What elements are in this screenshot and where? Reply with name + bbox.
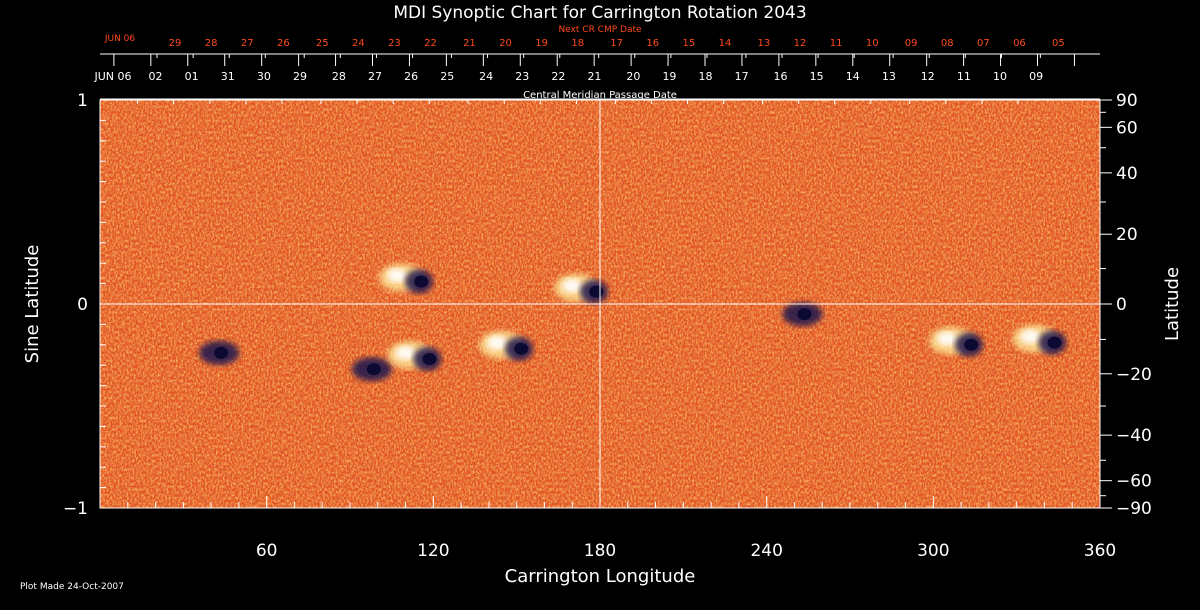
next-cmp-date-label: 12: [794, 38, 807, 49]
y-right-tick-label: −60: [1116, 472, 1152, 492]
next-cmp-date-label: 19: [535, 38, 548, 49]
next-cmp-date-label: 22: [424, 38, 437, 49]
x-tick-label: 120: [417, 541, 449, 561]
y-right-tick-label: −90: [1116, 499, 1152, 519]
active-region: [199, 340, 240, 365]
cmp-date-label: 11: [957, 70, 971, 83]
cmp-date-label: 09: [1029, 70, 1043, 83]
y-right-tick-label: 60: [1116, 118, 1138, 138]
next-cmp-start-label: JUN 06: [104, 34, 136, 44]
next-cmp-date-label: 06: [1013, 38, 1026, 49]
active-region: [1012, 324, 1067, 355]
cmp-date-label: 18: [699, 70, 713, 83]
cmp-start-label: JUN 06: [93, 70, 131, 83]
x-tick-label: 360: [1084, 541, 1116, 561]
next-cmp-date-label: 17: [610, 38, 623, 49]
cmp-date-label: 20: [626, 70, 640, 83]
next-cmp-date-label: 20: [499, 38, 512, 49]
next-cmp-date-label: 25: [316, 38, 329, 49]
cmp-date-label: 21: [587, 70, 601, 83]
y-right-tick-label: 20: [1116, 225, 1138, 245]
y-left-tick-label: 1: [77, 91, 88, 111]
next-cmp-date-label: 11: [830, 38, 843, 49]
next-cmp-date-label: 13: [758, 38, 771, 49]
y-right-tick-label: −20: [1116, 365, 1152, 385]
cmp-date-label: 30: [257, 70, 271, 83]
next-cmp-date-label: 15: [683, 38, 696, 49]
cmp-date-label: 13: [882, 70, 896, 83]
y-left-tick-label: 0: [77, 295, 88, 315]
cmp-date-label: 25: [440, 70, 454, 83]
y-left-tick-label: −1: [63, 499, 88, 519]
cmp-date-label: 02: [149, 70, 163, 83]
cmp-date-label: 19: [662, 70, 676, 83]
cmp-date-label: 16: [774, 70, 788, 83]
cmp-axis-label: Central Meridian Passage Date: [523, 90, 677, 101]
cmp-date-label: 29: [293, 70, 307, 83]
next-cmp-axis-label: Next CR CMP Date: [558, 25, 642, 35]
y-right-tick-label: 90: [1116, 91, 1138, 111]
x-tick-label: 300: [917, 541, 949, 561]
next-cmp-date-label: 18: [571, 38, 584, 49]
next-cmp-date-label: 24: [352, 38, 365, 49]
cmp-date-label: 15: [810, 70, 824, 83]
x-tick-label: 60: [256, 541, 278, 561]
cmp-date-label: 12: [921, 70, 935, 83]
next-cmp-date-label: 16: [646, 38, 659, 49]
cmp-date-label: 31: [221, 70, 235, 83]
cmp-date-label: 14: [846, 70, 860, 83]
next-cmp-date-label: 09: [905, 38, 918, 49]
next-cmp-date-label: 21: [463, 38, 476, 49]
next-cmp-date-label: 29: [169, 38, 182, 49]
chart-title: MDI Synoptic Chart for Carrington Rotati…: [393, 3, 806, 23]
next-cmp-date-label: 14: [719, 38, 732, 49]
y-axis-label-right: Latitude: [1162, 267, 1183, 341]
next-cmp-date-label: 07: [977, 38, 990, 49]
next-cmp-date-label: 27: [241, 38, 254, 49]
active-region: [379, 263, 434, 294]
active-region: [929, 326, 984, 357]
next-cmp-date-label: 28: [205, 38, 218, 49]
cmp-date-label: 01: [185, 70, 199, 83]
y-right-tick-label: 0: [1116, 295, 1127, 315]
next-cmp-date-label: 23: [388, 38, 401, 49]
active-region: [387, 341, 442, 371]
x-tick-label: 180: [584, 541, 616, 561]
y-right-tick-label: −40: [1116, 426, 1152, 446]
x-axis-label: Carrington Longitude: [505, 566, 696, 587]
cmp-date-label: 23: [515, 70, 529, 83]
cmp-date-label: 17: [735, 70, 749, 83]
active-region: [479, 330, 534, 361]
cmp-date-label: 10: [993, 70, 1007, 83]
cmp-date-label: 22: [551, 70, 565, 83]
active-region: [782, 302, 823, 327]
cmp-date-label: 24: [479, 70, 493, 83]
cmp-date-label: 26: [404, 70, 418, 83]
y-right-tick-label: 40: [1116, 164, 1138, 184]
plot-made-label: Plot Made 24-Oct-2007: [20, 582, 124, 592]
cmp-date-label: 28: [332, 70, 346, 83]
cmp-date-label: 27: [368, 70, 382, 83]
next-cmp-date-label: 05: [1052, 38, 1065, 49]
y-axis-label-left: Sine Latitude: [22, 245, 43, 364]
x-tick-label: 240: [750, 541, 782, 561]
next-cmp-date-label: 10: [866, 38, 879, 49]
next-cmp-date-label: 08: [941, 38, 954, 49]
next-cmp-date-label: 26: [277, 38, 290, 49]
active-region: [351, 357, 392, 382]
